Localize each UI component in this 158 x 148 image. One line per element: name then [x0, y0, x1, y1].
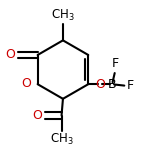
Text: B: B [108, 78, 116, 91]
Text: CH$_3$: CH$_3$ [51, 8, 75, 23]
Text: O: O [21, 77, 31, 90]
Text: CH$_3$: CH$_3$ [50, 132, 73, 147]
Text: O: O [32, 109, 42, 122]
Text: O: O [6, 49, 15, 61]
Text: F: F [112, 57, 119, 70]
Text: O: O [95, 78, 105, 91]
Text: F: F [127, 79, 134, 92]
